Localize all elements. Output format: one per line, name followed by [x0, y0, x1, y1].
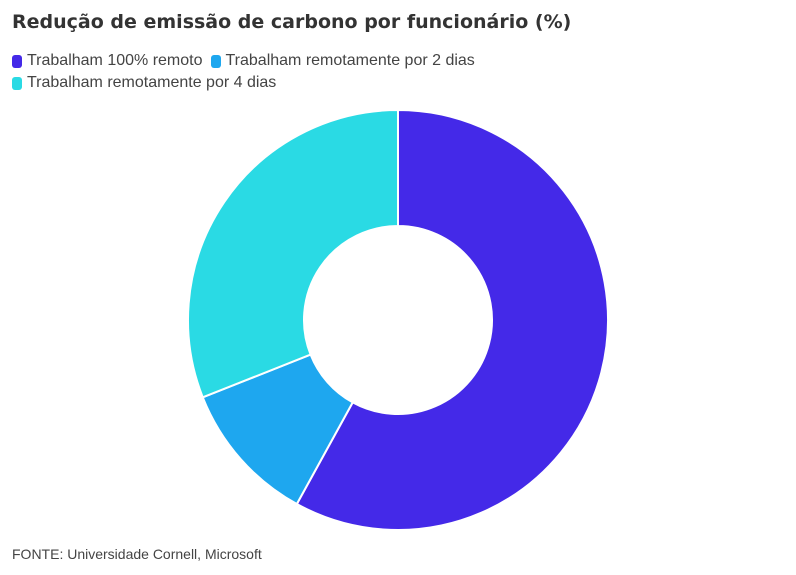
legend-label-2-days: Trabalham remotamente por 2 dias	[225, 52, 475, 69]
legend-item-2-days[interactable]: Trabalham remotamente por 2 dias	[210, 52, 475, 70]
source-note: FONTE: Universidade Cornell, Microsoft	[12, 546, 262, 562]
legend-swatch-100-remote	[12, 54, 22, 68]
slice-100-remote[interactable]	[295, 108, 609, 531]
legend-label-4-days: Trabalham remotamente por 4 dias	[27, 74, 277, 91]
chart-legend: Trabalham 100% remoto Trabalham remotame…	[12, 52, 572, 92]
legend-label-100-remote: Trabalham 100% remoto	[27, 52, 203, 69]
legend-item-4-days[interactable]: Trabalham remotamente por 4 dias	[12, 74, 276, 92]
chart-title: Redução de emissão de carbono por funcio…	[12, 11, 572, 33]
legend-item-100-remote[interactable]: Trabalham 100% remoto	[12, 52, 203, 70]
slice-4-days[interactable]	[187, 108, 399, 399]
legend-swatch-4-days	[12, 76, 22, 90]
legend-swatch-2-days	[210, 54, 221, 68]
